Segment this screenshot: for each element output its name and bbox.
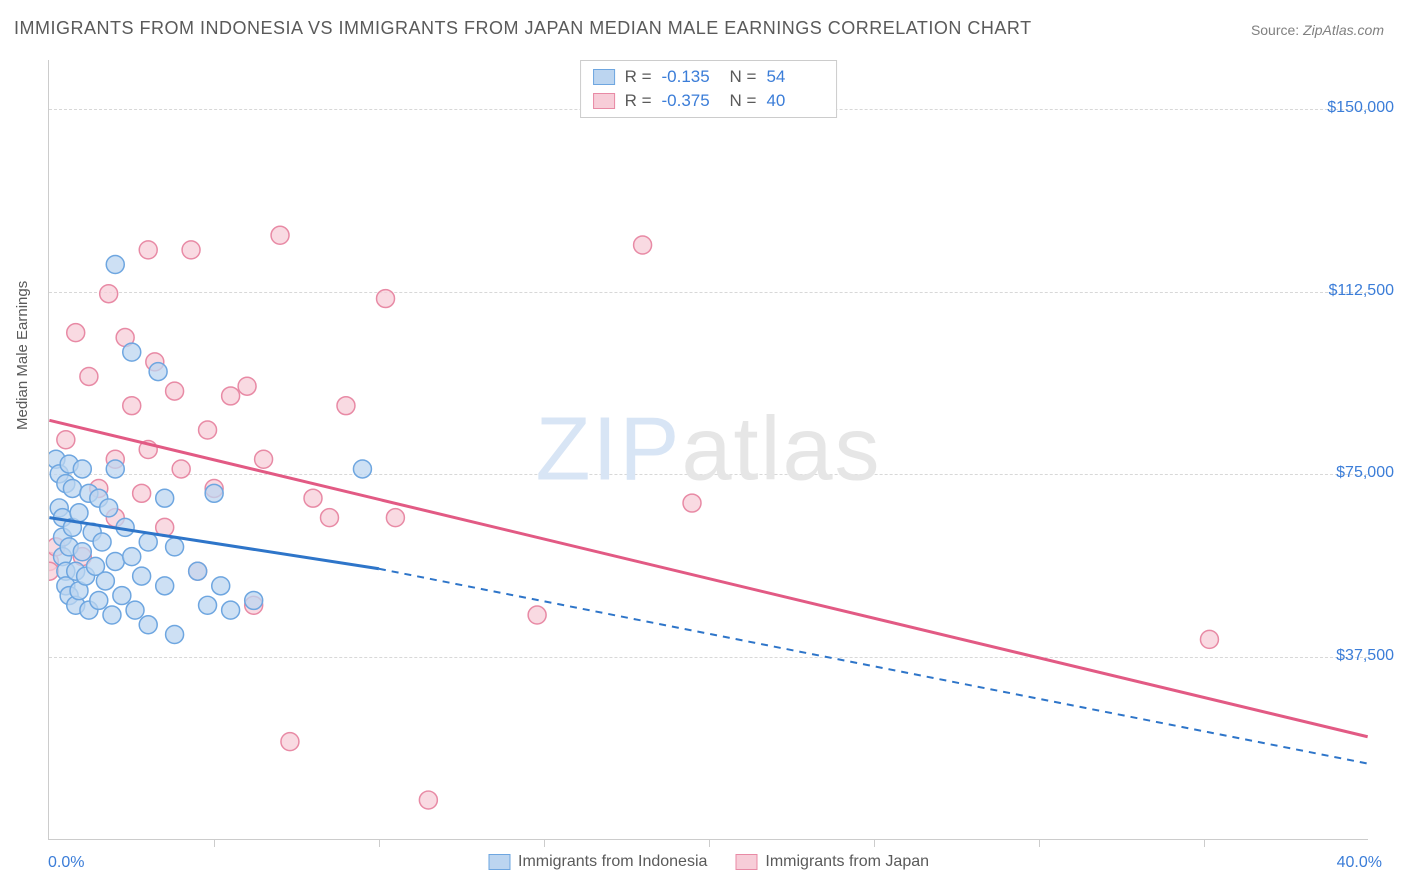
data-point: [90, 591, 108, 609]
data-point: [123, 343, 141, 361]
legend-label-japan: Immigrants from Japan: [765, 853, 929, 871]
data-point: [123, 397, 141, 415]
data-point: [189, 562, 207, 580]
r-value-indonesia: -0.135: [662, 67, 720, 87]
series-legend: Immigrants from Indonesia Immigrants fro…: [488, 853, 929, 871]
legend-item-japan: Immigrants from Japan: [735, 853, 929, 871]
data-point: [139, 241, 157, 259]
x-min-label: 0.0%: [48, 854, 84, 872]
trend-line: [49, 420, 1367, 736]
x-tick: [1204, 839, 1205, 847]
r-label: R =: [625, 91, 652, 111]
data-point: [57, 431, 75, 449]
data-point: [139, 616, 157, 634]
data-point: [67, 324, 85, 342]
data-point: [106, 552, 124, 570]
chart-container: IMMIGRANTS FROM INDONESIA VS IMMIGRANTS …: [0, 0, 1406, 892]
source-value: ZipAtlas.com: [1303, 22, 1384, 38]
data-point: [106, 460, 124, 478]
data-point: [1200, 630, 1218, 648]
data-point: [139, 533, 157, 551]
data-point: [353, 460, 371, 478]
legend-item-indonesia: Immigrants from Indonesia: [488, 853, 707, 871]
x-tick: [1039, 839, 1040, 847]
data-point: [156, 577, 174, 595]
x-tick: [214, 839, 215, 847]
data-point: [80, 367, 98, 385]
data-point: [133, 567, 151, 585]
n-value-indonesia: 54: [766, 67, 824, 87]
x-max-label: 40.0%: [1337, 854, 1382, 872]
data-point: [149, 363, 167, 381]
data-point: [419, 791, 437, 809]
data-point: [281, 733, 299, 751]
data-point: [683, 494, 701, 512]
data-point: [73, 460, 91, 478]
data-point: [96, 572, 114, 590]
x-tick: [544, 839, 545, 847]
data-point: [199, 596, 217, 614]
plot-area: ZIPatlas R = -0.135 N = 54 R = -0.375 N …: [48, 60, 1368, 840]
trend-line: [379, 569, 1368, 764]
n-value-japan: 40: [766, 91, 824, 111]
source-label: Source:: [1251, 22, 1299, 38]
legend-label-indonesia: Immigrants from Indonesia: [518, 853, 707, 871]
data-point: [103, 606, 121, 624]
data-point: [222, 387, 240, 405]
data-point: [304, 489, 322, 507]
x-tick: [379, 839, 380, 847]
data-point: [337, 397, 355, 415]
data-point: [166, 626, 184, 644]
data-point: [238, 377, 256, 395]
swatch-japan: [593, 93, 615, 109]
chart-title: IMMIGRANTS FROM INDONESIA VS IMMIGRANTS …: [14, 18, 1032, 39]
data-point: [156, 489, 174, 507]
r-label: R =: [625, 67, 652, 87]
r-value-japan: -0.375: [662, 91, 720, 111]
data-point: [166, 382, 184, 400]
data-point: [166, 538, 184, 556]
data-point: [182, 241, 200, 259]
data-point: [634, 236, 652, 254]
legend-row-japan: R = -0.375 N = 40: [593, 89, 825, 113]
data-point: [320, 509, 338, 527]
data-point: [126, 601, 144, 619]
swatch-indonesia: [488, 854, 510, 870]
data-point: [106, 255, 124, 273]
data-point: [377, 290, 395, 308]
source-attribution: Source: ZipAtlas.com: [1251, 22, 1384, 38]
data-point: [113, 587, 131, 605]
data-point: [73, 543, 91, 561]
data-point: [205, 484, 223, 502]
data-point: [100, 285, 118, 303]
data-point: [100, 499, 118, 517]
data-point: [271, 226, 289, 244]
data-point: [93, 533, 111, 551]
data-point: [528, 606, 546, 624]
n-label: N =: [730, 67, 757, 87]
data-point: [172, 460, 190, 478]
data-point: [70, 504, 88, 522]
data-point: [255, 450, 273, 468]
scatter-plot-svg: [49, 60, 1368, 839]
swatch-indonesia: [593, 69, 615, 85]
data-point: [245, 591, 263, 609]
data-point: [199, 421, 217, 439]
correlation-legend: R = -0.135 N = 54 R = -0.375 N = 40: [580, 60, 838, 118]
data-point: [133, 484, 151, 502]
data-point: [212, 577, 230, 595]
data-point: [386, 509, 404, 527]
x-tick: [874, 839, 875, 847]
legend-row-indonesia: R = -0.135 N = 54: [593, 65, 825, 89]
y-axis-label: Median Male Earnings: [14, 281, 31, 430]
data-point: [123, 548, 141, 566]
data-point: [63, 479, 81, 497]
swatch-japan: [735, 854, 757, 870]
n-label: N =: [730, 91, 757, 111]
x-tick: [709, 839, 710, 847]
data-point: [222, 601, 240, 619]
